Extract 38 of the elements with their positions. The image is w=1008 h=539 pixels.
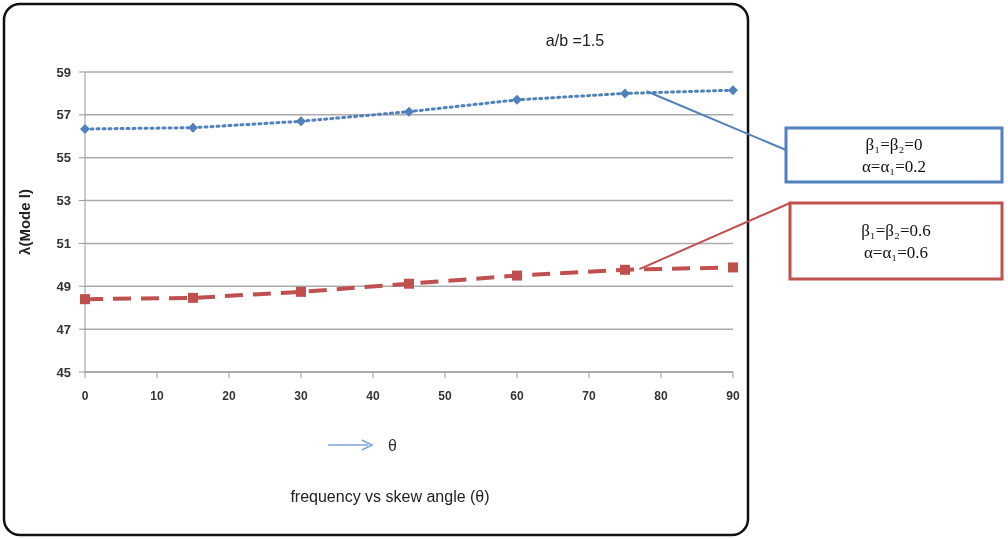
point: [728, 262, 738, 273]
point: [404, 106, 414, 117]
x-tick-label: 30: [294, 389, 308, 403]
point: [80, 294, 90, 305]
point: [512, 270, 522, 281]
x-tick-label: 80: [654, 389, 668, 403]
x-tick-label: 90: [726, 389, 740, 403]
y-tick-label: 45: [56, 364, 71, 380]
point: [188, 122, 198, 133]
x-tick-label: 70: [582, 389, 596, 403]
x-tick-label: 40: [366, 389, 380, 403]
text: frequency vs skew angle (θ): [290, 488, 490, 505]
point: [296, 116, 306, 127]
x-tick-label: 10: [150, 389, 164, 403]
point: [512, 94, 522, 105]
x-tick-label: 20: [222, 389, 236, 403]
y-tick-label: 51: [56, 235, 71, 251]
chart-title: a/b =1.5: [545, 32, 605, 49]
text: β₁=β₂=0 α=α₁=0.2: [861, 134, 927, 176]
point: [728, 85, 738, 96]
point: [296, 286, 306, 297]
y-tick-label: 49: [56, 278, 71, 294]
x-tick-label: 0: [81, 389, 89, 403]
point: [188, 292, 198, 303]
y-tick-label: 55: [56, 150, 71, 166]
text: β₁=β₂=0.6 α=α₁=0.6: [861, 220, 931, 262]
y-tick-label: 59: [56, 64, 71, 80]
y-axis-title: λ(Mode l): [16, 189, 33, 255]
point: [620, 88, 630, 99]
y-tick-label: 53: [56, 193, 71, 209]
point: [404, 278, 414, 289]
text: θ: [388, 437, 397, 454]
point: [620, 264, 630, 275]
x-tick-label: 50: [438, 389, 452, 403]
y-tick-label: 57: [56, 107, 71, 123]
y-tick-label: 47: [56, 321, 71, 337]
x-tick-label: 60: [510, 389, 524, 403]
point: [80, 124, 90, 134]
